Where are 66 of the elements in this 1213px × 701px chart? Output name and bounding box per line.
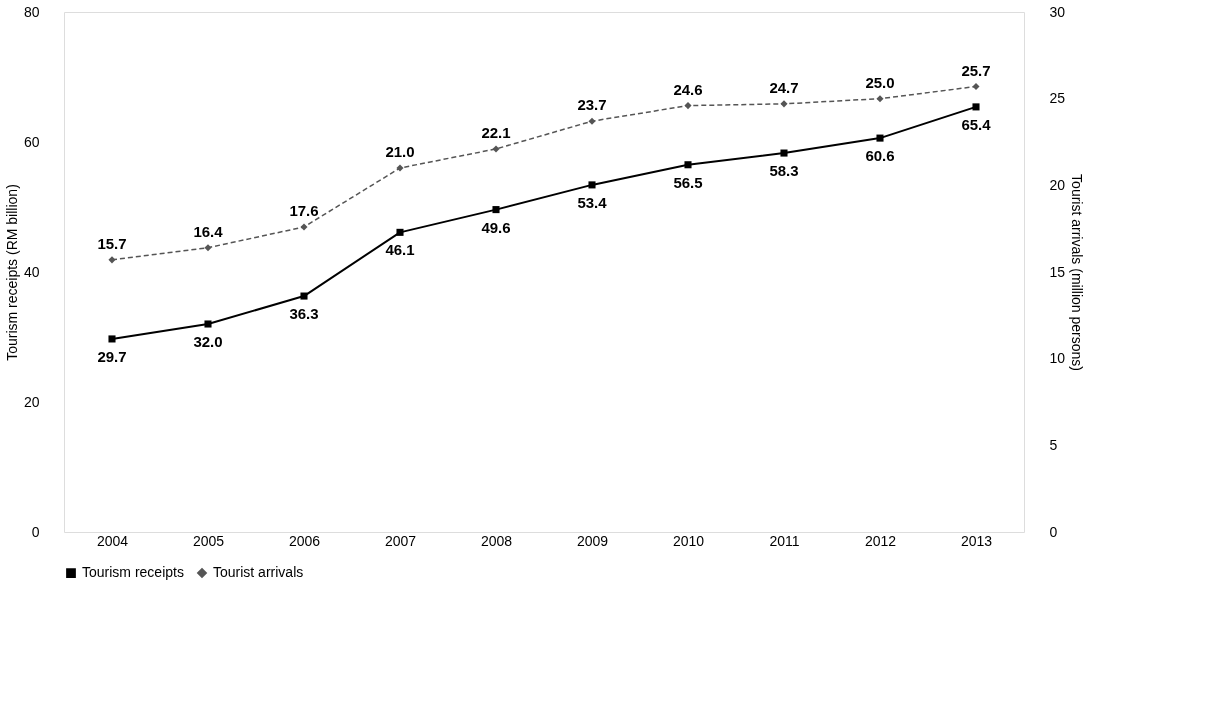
y-tick-label: 20 [23,393,40,410]
data-label: 25.7 [961,61,991,79]
x-tick-label: 2006 [288,532,321,549]
point [780,149,788,157]
data-label: 23.7 [577,96,607,114]
y-tick-label: 0 [31,523,40,540]
legend-label: Tourist arrivals [213,564,304,581]
data-label: 24.6 [673,80,703,98]
point [300,223,308,231]
data-label: 60.6 [865,147,895,165]
y2-tick-label: 10 [1049,350,1066,367]
y-tick-label: 60 [23,133,40,150]
data-label: 53.4 [577,193,608,211]
data-label: 65.4 [961,115,992,133]
data-label: 15.7 [97,234,127,252]
point [204,320,212,328]
point [204,244,212,252]
y2-tick-label: 15 [1049,263,1066,280]
data-label: 36.3 [289,305,319,323]
point [396,164,404,172]
y-axis-title: Tourism receipts (RM billion) [3,184,20,361]
point [588,117,596,125]
data-label: 29.7 [97,347,127,365]
point [108,256,116,264]
x-tick-label: 2008 [480,532,513,549]
data-label: 22.1 [481,123,511,141]
y-tick-label: 40 [23,263,40,280]
y2-tick-label: 5 [1049,436,1058,453]
legend-label: Tourism receipts [82,564,184,581]
point [588,181,596,189]
x-tick-label: 2009 [576,532,609,549]
y2-axis-title: Tourist arrivals (million persons) [1069,174,1086,371]
y-tick-label: 80 [23,3,40,20]
y2-tick-label: 25 [1049,90,1066,107]
data-label: 17.6 [289,201,319,219]
x-tick-label: 2010 [672,532,705,549]
y2-tick-label: 0 [1049,523,1058,540]
point [684,102,692,110]
point [492,206,500,214]
data-label: 32.0 [193,333,223,350]
data-label: 24.7 [769,78,799,96]
point [876,95,884,103]
point [972,103,980,111]
point [396,228,404,236]
data-label: 58.3 [769,162,799,180]
x-tick-label: 2005 [192,532,225,549]
point [492,145,500,153]
point [684,161,692,169]
x-tick-label: 2004 [96,532,129,549]
data-label: 16.4 [193,222,224,240]
data-label: 46.1 [385,241,415,259]
point [780,100,788,108]
x-tick-label: 2007 [384,532,417,549]
x-tick-label: 2013 [960,532,993,549]
point [972,83,980,91]
data-label: 49.6 [481,218,511,236]
data-label: 56.5 [673,173,703,191]
y2-tick-label: 20 [1049,176,1066,193]
point [876,134,884,142]
x-tick-label: 2011 [769,532,800,549]
point [300,292,308,300]
y2-tick-label: 30 [1049,3,1066,20]
x-tick-label: 2012 [864,532,897,549]
point [108,335,116,343]
data-label: 25.0 [865,73,895,91]
data-label: 21.0 [385,143,415,160]
